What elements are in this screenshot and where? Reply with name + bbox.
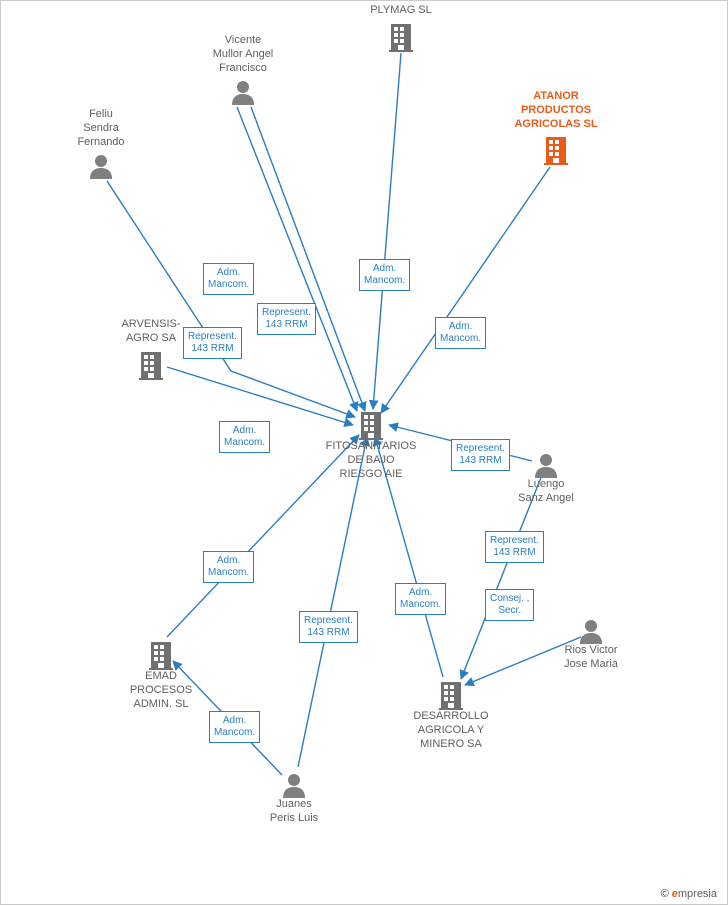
edge-label: Adm. Mancom. bbox=[219, 421, 270, 453]
node-label: Luengo Sanz Angel bbox=[486, 478, 606, 506]
node-label: Rios Victor Jose Maria bbox=[531, 644, 651, 672]
node-vicente: Vicente Mullor Angel Francisco bbox=[183, 34, 303, 105]
edge-label: Represent. 143 RRM bbox=[299, 611, 358, 643]
node-rios: Rios Victor Jose Maria bbox=[531, 614, 651, 672]
node-label: FITOSANITARIOS DE BAJO RIESGO AIE bbox=[311, 440, 431, 481]
edge-vicente-center bbox=[251, 107, 365, 411]
edge-luengo-desarrollo bbox=[461, 475, 542, 679]
node-feliu: Feliu Sendra Fernando bbox=[41, 108, 161, 179]
edge-label: Adm. Mancom. bbox=[209, 711, 260, 743]
brand-rest: mpresia bbox=[678, 888, 717, 900]
edge-label: Represent. 143 RRM bbox=[485, 531, 544, 563]
edge-label: Represent. 143 RRM bbox=[451, 439, 510, 471]
copyright-symbol: © bbox=[661, 888, 669, 900]
network-diagram: PLYMAG SL Vicente Mullor Angel Francisco… bbox=[0, 0, 728, 905]
node-atanor: ATANOR PRODUCTOS AGRICOLAS SL bbox=[496, 90, 616, 165]
edge-label: Adm. Mancom. bbox=[435, 317, 486, 349]
edge-label: Adm. Mancom. bbox=[203, 263, 254, 295]
edge-label: Represent. 143 RRM bbox=[183, 327, 242, 359]
node-plymag: PLYMAG SL bbox=[341, 4, 461, 52]
node-label: ATANOR PRODUCTOS AGRICOLAS SL bbox=[496, 90, 616, 131]
node-desarrollo: DESARROLLO AGRICOLA Y MINERO SA bbox=[391, 676, 511, 751]
edge-feliu-center bbox=[107, 181, 355, 417]
node-label: Feliu Sendra Fernando bbox=[41, 108, 161, 149]
edge-label: Adm. Mancom. bbox=[395, 583, 446, 615]
node-juanes: Juanes Peris Luis bbox=[234, 768, 354, 826]
edge-vicente-center bbox=[237, 107, 357, 411]
edge-juanes-center bbox=[298, 437, 367, 767]
node-label: EMAD PROCESOS ADMIN. SL bbox=[101, 670, 221, 711]
edge-plymag-center bbox=[373, 53, 401, 409]
node-emad: EMAD PROCESOS ADMIN. SL bbox=[101, 636, 221, 711]
edge-label: Represent. 143 RRM bbox=[257, 303, 316, 335]
edge-label: Adm. Mancom. bbox=[359, 259, 410, 291]
edge-label: Consej. , Secr. bbox=[485, 589, 534, 621]
node-label: DESARROLLO AGRICOLA Y MINERO SA bbox=[391, 710, 511, 751]
footer-copyright: © empresia bbox=[661, 888, 717, 900]
edge-label: Adm. Mancom. bbox=[203, 551, 254, 583]
node-label: Vicente Mullor Angel Francisco bbox=[183, 34, 303, 75]
node-center: FITOSANITARIOS DE BAJO RIESGO AIE bbox=[311, 406, 431, 481]
node-label: Juanes Peris Luis bbox=[234, 798, 354, 826]
node-label: PLYMAG SL bbox=[341, 4, 461, 18]
